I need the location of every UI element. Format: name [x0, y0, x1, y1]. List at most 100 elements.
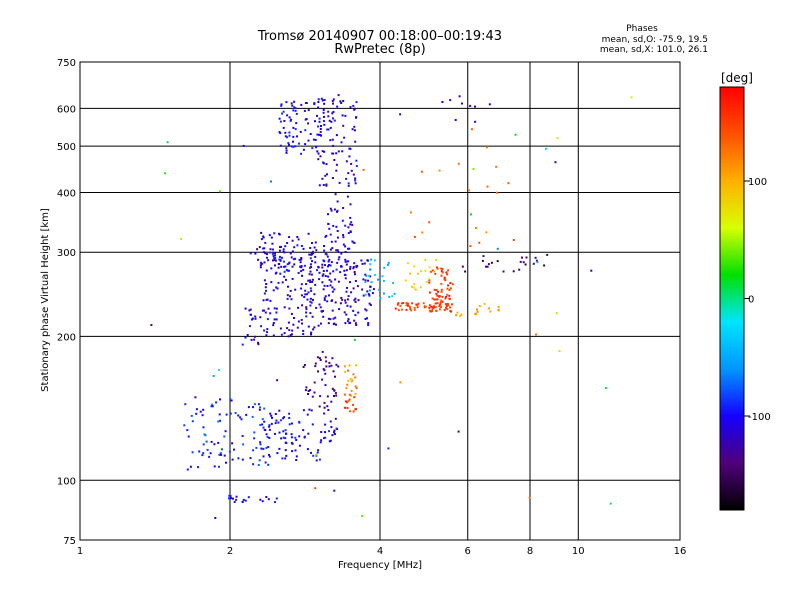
data-point: [476, 310, 479, 313]
data-point: [319, 359, 322, 361]
data-point: [322, 161, 325, 164]
data-point: [335, 169, 338, 172]
data-point: [322, 120, 325, 122]
data-point: [318, 303, 321, 306]
data-point: [290, 118, 292, 121]
data-point: [327, 275, 330, 278]
data-point: [286, 263, 289, 266]
data-point: [278, 447, 281, 450]
data-point: [346, 383, 349, 386]
data-point: [413, 306, 416, 309]
data-point: [302, 148, 305, 151]
data-point: [290, 312, 293, 315]
data-point: [377, 278, 379, 281]
data-point: [416, 304, 419, 307]
data-point: [367, 322, 370, 325]
data-point: [308, 273, 311, 276]
data-point: [274, 252, 276, 255]
data-point: [353, 271, 356, 273]
data-point: [331, 434, 334, 437]
data-point: [310, 289, 313, 292]
data-point: [253, 338, 256, 341]
data-point: [332, 144, 335, 147]
data-point: [268, 234, 271, 237]
data-point: [316, 150, 319, 153]
data-point: [344, 251, 347, 253]
data-point: [349, 267, 352, 270]
data-point: [287, 335, 290, 338]
data-point: [369, 304, 372, 306]
data-point: [285, 147, 288, 150]
data-point: [331, 357, 334, 360]
data-point: [496, 247, 499, 250]
data-point: [311, 278, 314, 281]
data-point: [345, 313, 348, 316]
data-point: [323, 284, 326, 287]
data-point: [364, 279, 367, 282]
data-point: [150, 324, 153, 326]
data-point: [393, 292, 396, 295]
data-point: [294, 107, 297, 109]
data-point: [307, 390, 310, 392]
data-point: [354, 322, 357, 325]
data-point: [512, 239, 515, 241]
data-point: [309, 304, 312, 307]
data-point: [288, 412, 291, 415]
data-point: [273, 307, 276, 310]
data-point: [332, 110, 335, 113]
data-point: [300, 245, 303, 247]
data-point: [433, 305, 435, 308]
data-point: [435, 259, 437, 262]
data-point: [323, 245, 325, 247]
data-point: [382, 292, 385, 295]
data-point: [291, 265, 294, 268]
data-point: [331, 100, 334, 102]
data-point: [344, 245, 347, 248]
data-point: [331, 387, 334, 390]
data-point: [272, 322, 275, 324]
data-point: [244, 307, 247, 310]
data-point: [353, 338, 356, 341]
data-point: [496, 191, 499, 194]
data-point: [290, 145, 293, 148]
data-point: [317, 106, 320, 109]
data-point: [441, 300, 444, 303]
data-point: [305, 386, 308, 389]
data-point: [282, 436, 285, 439]
data-point: [288, 134, 291, 137]
data-point: [291, 442, 294, 445]
data-point: [475, 227, 477, 229]
data-point: [266, 253, 268, 256]
data-point: [454, 119, 457, 121]
data-point: [353, 299, 356, 302]
data-point: [335, 152, 338, 155]
data-point: [309, 247, 312, 249]
data-point: [382, 279, 385, 282]
data-point: [343, 393, 346, 396]
data-point: [348, 364, 351, 367]
data-point: [340, 296, 343, 299]
data-point: [341, 298, 344, 301]
data-point: [435, 298, 438, 301]
data-point: [183, 424, 186, 427]
data-point: [190, 414, 193, 417]
data-point: [364, 318, 367, 320]
data-point: [304, 293, 307, 296]
data-point: [322, 273, 325, 276]
colorbar-tick-label: 0: [748, 295, 754, 306]
data-point: [435, 289, 438, 292]
data-point: [346, 286, 348, 289]
data-point: [309, 297, 312, 300]
data-point: [354, 376, 357, 379]
data-point: [342, 124, 345, 127]
data-point: [331, 138, 334, 141]
data-point: [268, 455, 271, 458]
data-point: [350, 380, 353, 383]
data-point: [347, 260, 350, 263]
data-point: [451, 303, 453, 306]
data-point: [301, 304, 304, 307]
data-point: [424, 258, 427, 261]
data-point: [251, 317, 254, 320]
data-point: [292, 135, 295, 138]
data-point: [292, 140, 294, 143]
